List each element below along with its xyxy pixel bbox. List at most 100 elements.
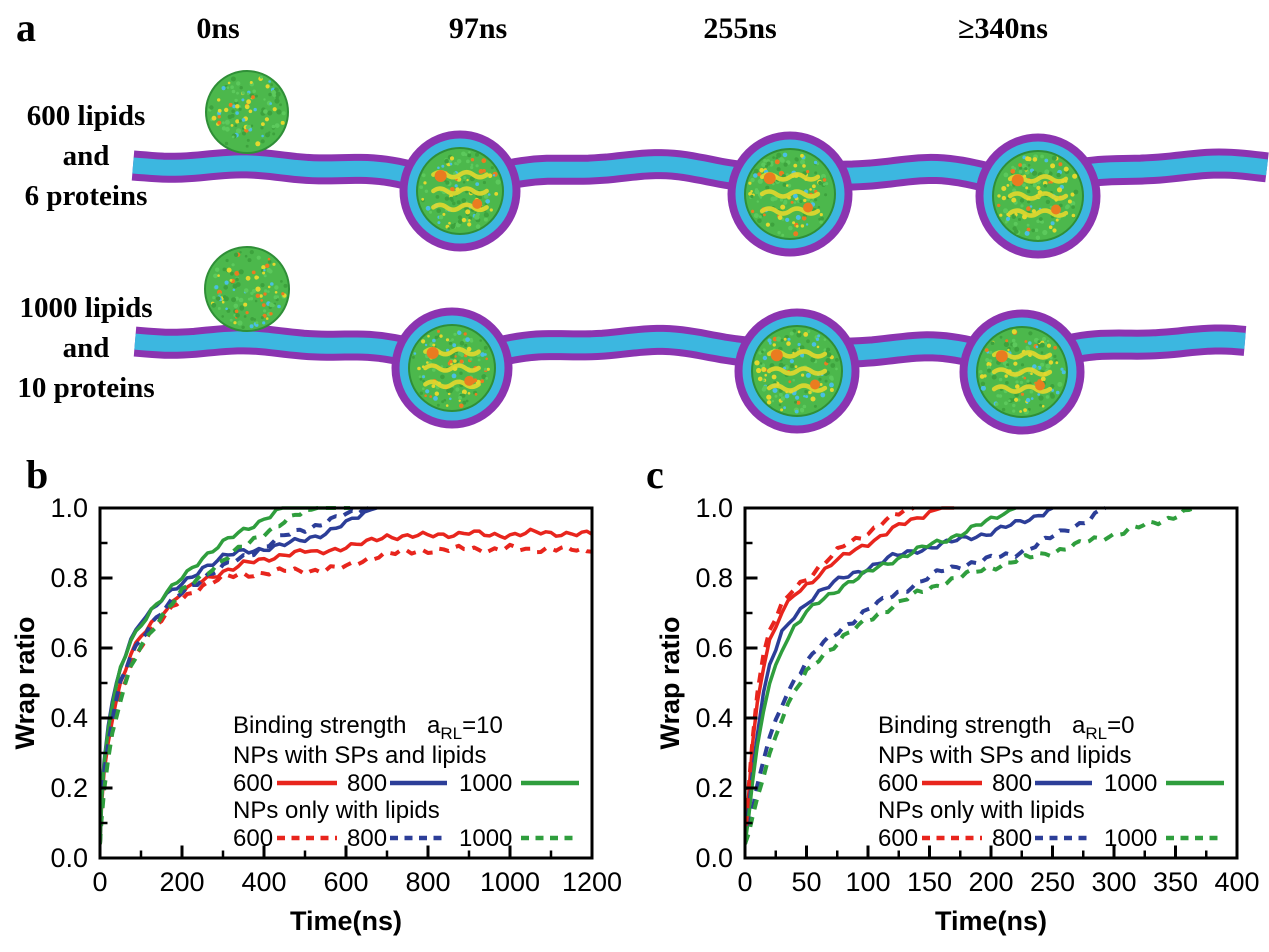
bead xyxy=(800,159,805,165)
bead xyxy=(466,178,469,182)
bead xyxy=(820,173,826,179)
bead xyxy=(1051,155,1057,161)
bead xyxy=(255,321,259,325)
bead xyxy=(225,126,230,132)
x-tick-label: 150 xyxy=(907,867,952,897)
wrapping-membrane-outer xyxy=(727,131,853,257)
bead xyxy=(1036,219,1040,224)
bead xyxy=(776,167,781,172)
bead xyxy=(485,376,489,380)
bead xyxy=(277,304,281,309)
bead xyxy=(424,343,428,347)
bead xyxy=(1020,363,1025,367)
bead xyxy=(475,182,480,187)
y-tick-label: 0.6 xyxy=(50,633,88,663)
bead xyxy=(813,404,817,408)
receptor-patch xyxy=(763,172,776,185)
bead xyxy=(229,318,233,322)
bead xyxy=(429,395,433,398)
bead xyxy=(484,367,487,371)
bead xyxy=(1019,380,1024,385)
x-tick-label: 400 xyxy=(241,867,286,897)
bead xyxy=(262,321,266,325)
legend-group-solid-label: NPs with SPs and lipids xyxy=(878,742,1131,769)
bead xyxy=(459,371,463,375)
receptor-patch xyxy=(1051,204,1061,215)
bead xyxy=(824,379,828,383)
bead xyxy=(1012,409,1016,413)
bead xyxy=(249,324,254,329)
bead xyxy=(797,330,801,334)
bead xyxy=(810,396,816,402)
bead xyxy=(803,332,809,337)
bead xyxy=(269,312,273,316)
bead xyxy=(757,178,763,184)
bead xyxy=(437,221,441,225)
surface-protein-stripe xyxy=(1007,208,1069,218)
bead xyxy=(230,76,236,82)
receptor-patch xyxy=(1035,380,1045,391)
bead xyxy=(252,89,256,94)
bead xyxy=(211,115,217,121)
bead xyxy=(799,199,803,203)
bead xyxy=(463,332,467,336)
bead xyxy=(997,203,1001,208)
bead xyxy=(457,215,462,220)
bead xyxy=(1024,167,1028,171)
bead xyxy=(483,212,489,218)
bead xyxy=(459,340,465,346)
bead xyxy=(800,153,804,158)
bead xyxy=(482,169,486,173)
bead xyxy=(217,115,221,119)
bead xyxy=(1039,403,1043,407)
bead xyxy=(753,173,758,178)
bead xyxy=(259,75,263,79)
bead xyxy=(265,84,270,89)
bead xyxy=(754,188,759,192)
bead xyxy=(792,329,797,333)
bead xyxy=(224,119,230,125)
bead xyxy=(1067,199,1072,204)
bead xyxy=(221,86,226,91)
bead xyxy=(765,185,770,190)
legend-param: aRL=10 xyxy=(427,712,503,743)
bead xyxy=(1027,200,1031,204)
bead xyxy=(1055,218,1059,222)
bead xyxy=(239,305,245,311)
bead xyxy=(217,307,221,310)
bead xyxy=(1040,362,1045,367)
bead xyxy=(421,339,426,344)
bead xyxy=(819,220,823,224)
bead xyxy=(224,107,229,113)
bead xyxy=(255,286,261,292)
bead xyxy=(1025,156,1030,162)
bead xyxy=(823,338,827,341)
bead xyxy=(826,347,830,352)
bead xyxy=(793,231,799,237)
simulation-row-2 xyxy=(133,246,1247,435)
bead xyxy=(1022,183,1026,188)
bead xyxy=(462,181,466,184)
bead xyxy=(422,387,425,391)
bead xyxy=(1026,223,1030,227)
bead xyxy=(468,151,471,154)
bead xyxy=(1031,209,1036,214)
bead xyxy=(797,342,801,347)
legend-size-label: 600 xyxy=(878,825,918,852)
bead xyxy=(419,391,423,395)
bead xyxy=(241,98,245,102)
legend-size-label: 1000 xyxy=(1104,825,1157,852)
bead xyxy=(1019,198,1025,203)
bead xyxy=(254,299,258,303)
bead xyxy=(217,274,220,277)
bead xyxy=(226,267,232,273)
bead xyxy=(226,308,231,313)
bead xyxy=(419,377,423,381)
bead xyxy=(492,174,496,177)
bead xyxy=(1071,205,1075,209)
bead xyxy=(437,329,440,333)
bead xyxy=(466,346,472,352)
bead xyxy=(782,182,787,187)
bead xyxy=(1044,158,1049,163)
